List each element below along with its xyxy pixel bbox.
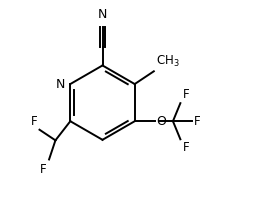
Text: F: F bbox=[183, 141, 189, 154]
Text: F: F bbox=[194, 115, 201, 128]
Text: F: F bbox=[183, 88, 189, 101]
Text: CH$_3$: CH$_3$ bbox=[156, 54, 180, 69]
Text: O: O bbox=[156, 115, 166, 128]
Text: F: F bbox=[31, 115, 37, 128]
Text: N: N bbox=[56, 78, 65, 90]
Text: N: N bbox=[98, 8, 107, 21]
Text: F: F bbox=[40, 163, 47, 176]
